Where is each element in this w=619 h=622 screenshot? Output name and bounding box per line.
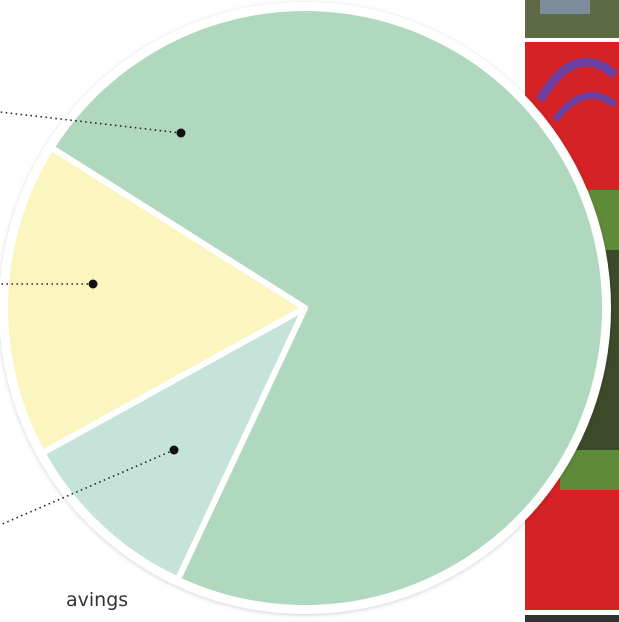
pie-slice [2,144,308,456]
annotation: avings [66,589,128,611]
leaders [0,111,182,526]
pie [2,5,608,611]
pie-slice [48,5,608,611]
pie-slice [39,305,308,583]
leader-dots [88,128,186,455]
